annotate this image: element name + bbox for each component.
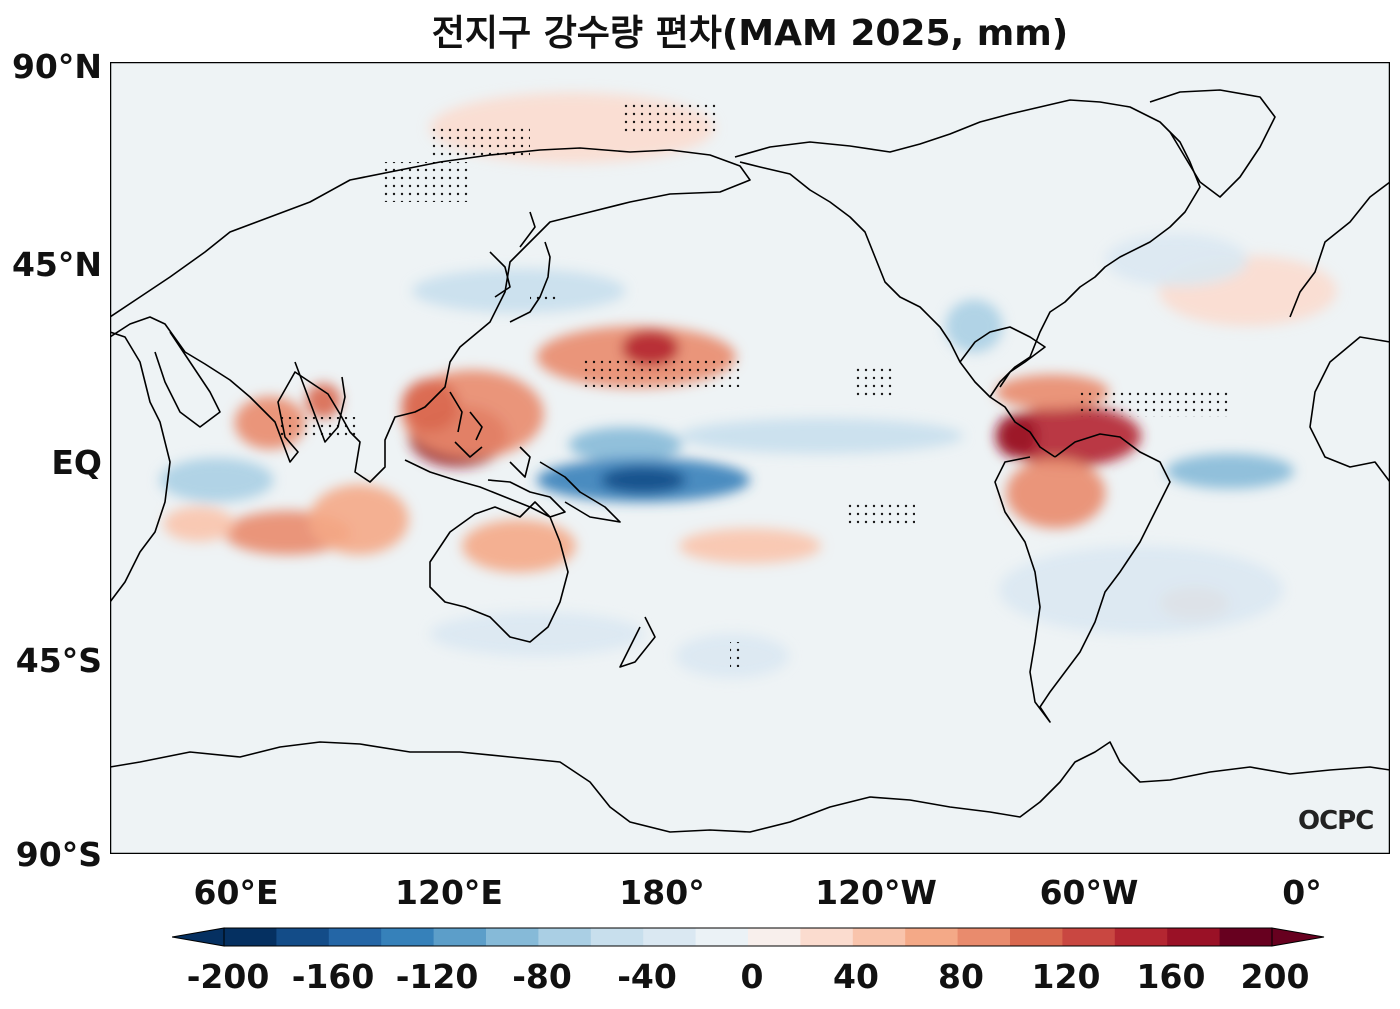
colorbar-over-extend <box>1271 927 1325 947</box>
colorbar-segment <box>1167 928 1221 946</box>
map-frame <box>110 62 1390 854</box>
colorbar-segment <box>957 928 1011 946</box>
anomaly-region <box>1166 453 1294 489</box>
colorbar-segment <box>328 928 382 946</box>
lon-label-180: 180° <box>619 873 705 912</box>
anomaly-region <box>462 519 576 573</box>
colorbar-segment <box>1062 928 1116 946</box>
colorbar-tick: -160 <box>291 957 375 996</box>
colorbar-segment <box>276 928 330 946</box>
colorbar-segment <box>486 928 539 946</box>
coast-africa <box>110 331 171 603</box>
colorbar-segment <box>538 928 592 946</box>
coast-maritime-sea <box>404 391 621 523</box>
anomaly-region <box>998 546 1284 634</box>
colorbar-tick: -80 <box>512 957 572 996</box>
anomaly-region <box>995 414 1038 458</box>
coast-central-america <box>989 396 1056 458</box>
coast-arabia <box>154 331 221 428</box>
lon-label-120e: 120°E <box>395 873 503 912</box>
anomaly-region <box>1006 458 1106 529</box>
colorbar-tick: -200 <box>186 957 270 996</box>
colorbar-segment <box>1010 928 1063 946</box>
colorbar-under-extend <box>172 927 225 947</box>
colorbar-tick: -120 <box>395 957 479 996</box>
significance-stippling <box>280 102 1230 667</box>
colorbar-segment <box>905 928 959 946</box>
anomaly-region <box>945 299 1003 353</box>
anomaly-region <box>430 612 644 656</box>
colorbar-tick: 40 <box>833 957 879 996</box>
coast-antarctica <box>110 741 1390 833</box>
lat-label-eq: EQ <box>51 443 102 482</box>
anomaly-region <box>998 405 1142 467</box>
colorbar-tick: 80 <box>938 957 984 996</box>
anomaly-region <box>678 528 822 564</box>
precipitation-anomaly-map <box>110 62 1390 854</box>
anomaly-region <box>305 383 342 419</box>
coast-north-america <box>734 99 1201 398</box>
colorbar-segment <box>381 928 435 946</box>
colorbar-segment <box>800 928 854 946</box>
coast-new-zealand <box>619 616 656 668</box>
colorbar-segment <box>748 928 801 946</box>
colorbar-tick: 200 <box>1240 957 1310 996</box>
coast-europe <box>1289 181 1390 318</box>
colorbar-segment <box>1114 928 1168 946</box>
anomaly-region <box>622 330 679 366</box>
colorbar-segment <box>1219 928 1273 946</box>
colorbar-tick: 160 <box>1136 957 1206 996</box>
anomaly-region <box>309 484 409 555</box>
lat-label-90n: 90°N <box>11 47 102 86</box>
lon-label-120w: 120°W <box>815 873 937 912</box>
colorbar-segments <box>224 928 1273 946</box>
lon-label-60e: 60°E <box>193 873 279 912</box>
anomaly-region <box>159 458 274 502</box>
colorbar-tick: -40 <box>617 957 677 996</box>
lon-label-60w: 60°W <box>1039 873 1139 912</box>
colorbar-frame <box>223 927 1273 947</box>
map-title: 전지구 강수량 편차(MAM 2025, mm) <box>431 13 1069 54</box>
colorbar-segment <box>695 928 749 946</box>
coastlines <box>110 89 1390 833</box>
anomaly-region <box>678 418 964 454</box>
ocpc-logo: OCPC <box>1298 806 1374 836</box>
coast-south-america <box>994 433 1171 723</box>
colorbar-segment <box>590 928 644 946</box>
coast-greenland <box>1149 89 1276 198</box>
lon-label-0: 0° <box>1282 873 1322 912</box>
coast-gulf-mexico <box>959 326 1046 388</box>
anomaly-region <box>163 506 235 542</box>
coast-japan-korea <box>489 211 551 323</box>
anomaly-region <box>600 466 686 494</box>
lat-label-45s: 45°S <box>15 641 102 680</box>
colorbar <box>172 927 1325 947</box>
colorbar-segment <box>852 928 906 946</box>
colorbar-tick: 120 <box>1031 957 1101 996</box>
colorbar-tick: 0 <box>740 957 764 996</box>
coast-india <box>294 361 346 443</box>
anomaly-region <box>401 378 459 432</box>
anomaly-region <box>1105 233 1248 287</box>
lat-label-90s: 90°S <box>15 835 102 874</box>
lat-label-45n: 45°N <box>11 245 102 284</box>
map-canvas <box>110 62 1390 854</box>
anomaly-region <box>412 268 626 313</box>
colorbar-segment <box>433 928 487 946</box>
colorbar-segment <box>224 928 277 946</box>
coast-australia <box>429 501 569 643</box>
colorbar-segment <box>643 928 697 946</box>
coast-eurasia <box>110 147 751 483</box>
coast-west-africa <box>1309 336 1390 483</box>
anomaly-region <box>568 427 683 463</box>
